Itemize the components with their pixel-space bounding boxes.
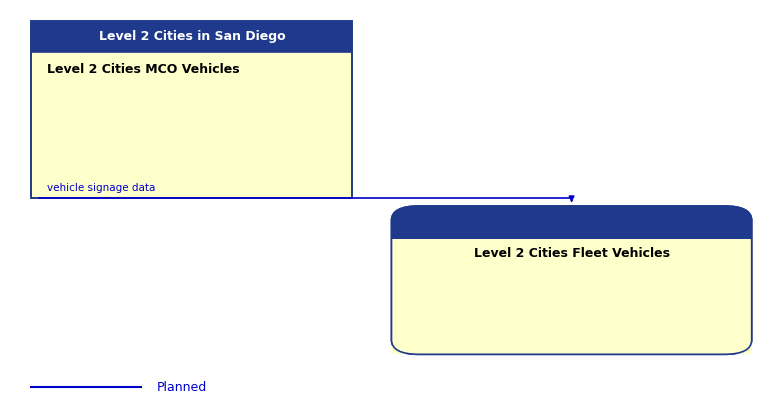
Bar [31,21,352,198]
Text: Level 2 Cities MCO Vehicles: Level 2 Cities MCO Vehicles [47,63,240,76]
FancyBboxPatch shape [392,206,752,354]
Text: Level 2 Cities Fleet Vehicles: Level 2 Cities Fleet Vehicles [474,247,669,260]
Bar [31,52,352,198]
Text: Planned: Planned [157,381,207,394]
Bar [392,239,752,354]
Text: Level 2 Cities in San Diego: Level 2 Cities in San Diego [99,30,285,43]
Bar [31,21,352,52]
Text: vehicle signage data: vehicle signage data [47,183,155,193]
